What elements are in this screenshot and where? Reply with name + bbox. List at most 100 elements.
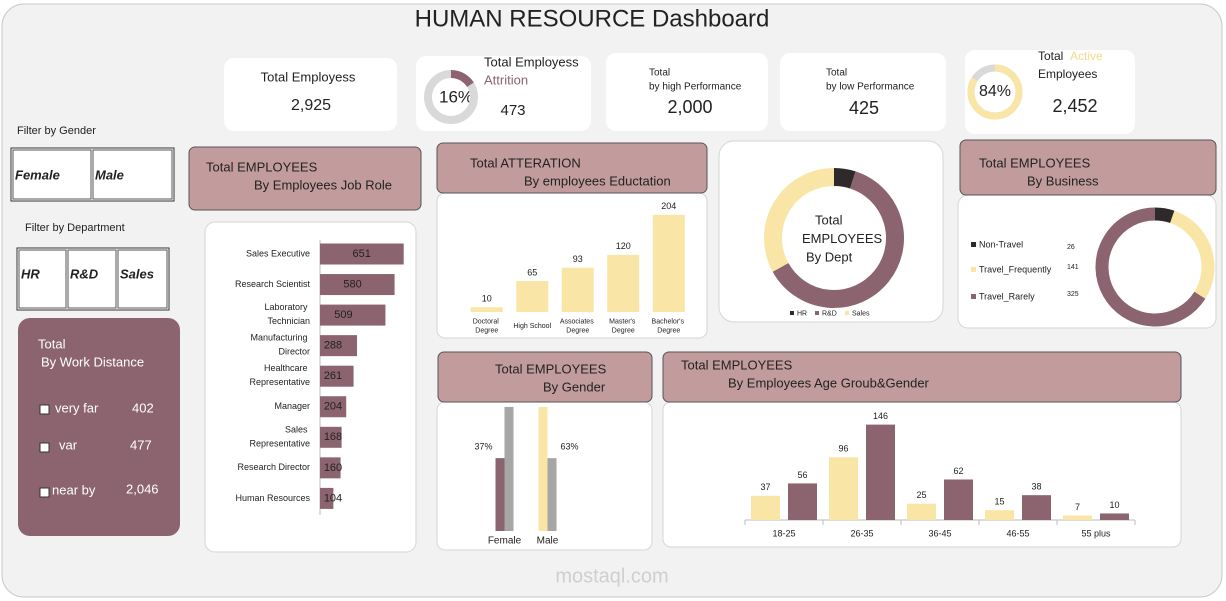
value-label: 580: [343, 278, 361, 290]
ring-arc: [967, 64, 1023, 120]
y-tick-label: Manager: [274, 401, 310, 411]
legend-swatch: [971, 242, 976, 247]
value-label: 204: [661, 201, 676, 211]
filter-button[interactable]: [18, 249, 67, 309]
y-tick-label: Research Director: [237, 462, 310, 472]
value-label: 288: [324, 340, 342, 352]
kpi-card: [780, 53, 946, 131]
chart-title: By Employees Age Groub&Gender: [728, 375, 930, 390]
legend-label: R&D: [822, 310, 837, 317]
x-tick-label: Male: [537, 536, 559, 547]
value-label: 96: [838, 444, 848, 454]
bar: [788, 483, 817, 520]
legend-value: 325: [1067, 291, 1079, 298]
bar: [320, 274, 395, 296]
value-label: 10: [482, 294, 492, 304]
filter-button[interactable]: [117, 249, 168, 309]
distance-label: very far: [55, 400, 99, 415]
value-label: 160: [324, 462, 342, 474]
dashboard-title: HUMAN RESOURCE Dashboard: [415, 5, 770, 32]
chart-header: [436, 142, 708, 194]
bar: [516, 281, 549, 312]
legend-label: Non-Travel: [979, 239, 1023, 249]
legend-value: 26: [1067, 244, 1075, 251]
checkbox[interactable]: [39, 487, 50, 498]
legend-swatch: [971, 267, 976, 272]
donut-center-text: By Dept: [806, 249, 853, 264]
x-tick-label: High School: [513, 323, 551, 330]
y-tick-label: Sales Executive: [246, 248, 310, 258]
ring-arc: [450, 70, 474, 88]
x-tick-label: Associates Degree: [560, 318, 596, 334]
kpi-label: Active: [1070, 49, 1103, 63]
donut-segment: [772, 171, 904, 308]
bar: [829, 457, 858, 520]
donut-segment: [1095, 207, 1206, 327]
legend-swatch: [815, 311, 819, 315]
chart-header: [437, 351, 653, 403]
value-label: 509: [334, 309, 352, 321]
checkbox[interactable]: [39, 404, 50, 415]
filter-button[interactable]: [67, 249, 117, 309]
filter-option[interactable]: Male: [95, 167, 124, 182]
filter-button[interactable]: [12, 149, 92, 200]
legend-swatch: [971, 294, 976, 299]
chart-panel: [204, 221, 417, 553]
chart-title: By Gender: [543, 379, 606, 394]
chart-title: Total EMPLOYEES: [681, 357, 793, 372]
value-label: 120: [616, 241, 631, 251]
legend-label: Travel_Frequently: [979, 264, 1052, 274]
donut-segment: [764, 168, 835, 272]
legend-value: 141: [1067, 264, 1079, 271]
distance-title: Total: [38, 336, 66, 351]
x-tick-label: Female: [488, 536, 522, 547]
donut-segment: [833, 168, 856, 189]
value-label: 168: [324, 431, 342, 443]
filter-label: Filter by Department: [25, 222, 125, 234]
legend-swatch: [790, 311, 794, 315]
kpi-value: 473: [500, 102, 525, 119]
bar: [320, 243, 404, 265]
value-label: 15: [994, 497, 1004, 507]
kpi-value: 425: [849, 98, 879, 118]
kpi-label: Total Employess: [261, 69, 356, 84]
value-label: 62: [953, 466, 963, 476]
distance-label: near by: [52, 482, 96, 497]
bar: [547, 458, 557, 531]
bar: [1063, 515, 1092, 520]
bar: [1100, 513, 1129, 520]
filter-option[interactable]: HR: [21, 266, 40, 281]
checkbox[interactable]: [39, 442, 50, 453]
kpi-percent: 16%: [439, 87, 473, 106]
distance-value: 2,046: [126, 481, 159, 496]
bar: [866, 424, 895, 520]
filter-option[interactable]: Sales: [120, 266, 154, 281]
filter-button[interactable]: [92, 149, 173, 200]
bar: [320, 457, 341, 479]
value-label: 56: [797, 470, 807, 480]
bar: [320, 426, 342, 448]
value-label: 7: [1075, 502, 1080, 512]
bar: [907, 503, 936, 520]
x-tick-label: 46-55: [1006, 528, 1029, 538]
bar: [607, 254, 640, 312]
donut-segment: [1154, 207, 1175, 224]
legend-swatch: [845, 311, 849, 315]
value-label: 104: [324, 492, 342, 504]
bar: [320, 487, 334, 509]
distance-title: By Work Distance: [41, 354, 144, 369]
y-tick-label: Healthcare Representative: [249, 364, 310, 388]
chart-title: Total EMPLOYEES: [206, 159, 318, 174]
donut-segment: [1169, 210, 1215, 299]
distance-label: var: [59, 437, 78, 452]
filter-option[interactable]: Female: [15, 167, 60, 182]
bar: [320, 396, 347, 418]
value-label: 38: [1031, 482, 1041, 492]
x-tick-label: Master's Degree: [609, 318, 637, 334]
filter-option[interactable]: R&D: [70, 266, 99, 281]
bar: [985, 510, 1014, 520]
legend-label: Travel_Rarely: [979, 291, 1035, 301]
bar: [652, 214, 685, 312]
chart-panel: [662, 401, 1182, 548]
